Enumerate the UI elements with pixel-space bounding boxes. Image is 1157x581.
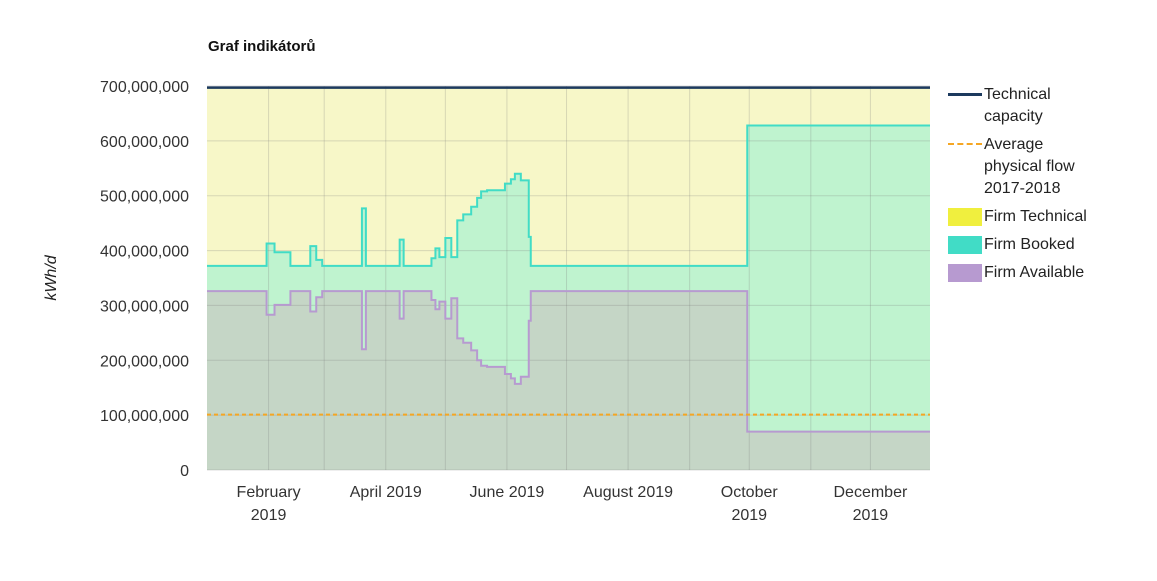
legend-item[interactable]: Firm Booked (948, 234, 1148, 256)
y-tick-label: 300,000,000 (100, 298, 189, 315)
legend-swatch-mark (948, 208, 982, 226)
y-tick-label: 200,000,000 (100, 353, 189, 370)
y-tick-label: 600,000,000 (100, 134, 189, 151)
chart-title: Graf indikátorů (208, 38, 316, 55)
line-firm-available (207, 290, 930, 433)
x-tick-label-year: 2019 (251, 507, 287, 524)
y-axis: 0 100,000,000 200,000,000 300,000,000 400,00… (100, 79, 189, 480)
legend-item[interactable]: Firm Available (948, 262, 1148, 284)
x-tick-label: October (721, 484, 779, 501)
legend: Technical capacity Average physical flow … (948, 84, 1148, 290)
x-tick-label: December (834, 484, 908, 501)
y-axis-label: kWh/d (43, 254, 60, 300)
y-tick-label: 0 (180, 463, 189, 480)
legend-swatch-mark (948, 236, 982, 254)
legend-swatch (948, 206, 984, 226)
legend-swatch-mark (948, 264, 982, 282)
line-firm-booked (207, 124, 930, 267)
legend-label: Firm Booked (984, 236, 1075, 253)
legend-label: Average physical flow 2017-2018 (984, 136, 1075, 197)
x-tick-label-year: 2019 (853, 507, 889, 524)
legend-swatch-mark (948, 93, 982, 96)
legend-item[interactable]: Technical capacity (948, 84, 1148, 128)
x-tick-label: April 2019 (350, 484, 422, 501)
series-areas (207, 87, 930, 471)
legend-swatch (948, 262, 984, 282)
legend-label: Technical capacity (984, 86, 1051, 125)
x-tick-label: June 2019 (470, 484, 545, 501)
y-tick-label: 500,000,000 (100, 189, 189, 206)
grid (207, 85, 930, 471)
legend-swatch-mark (948, 143, 982, 145)
legend-item[interactable]: Average physical flow 2017-2018 (948, 134, 1148, 200)
area-firm-available (207, 291, 930, 470)
x-tick-label: February (237, 484, 301, 501)
legend-swatch (948, 134, 984, 154)
y-tick-label: 400,000,000 (100, 244, 189, 261)
legend-label: Firm Available (984, 264, 1085, 281)
x-axis: February 2019 April 2019 June 2019 August 20… (237, 484, 908, 524)
y-tick-label: 700,000,000 (100, 79, 189, 96)
x-tick-label-year: 2019 (731, 507, 767, 524)
legend-item[interactable]: Firm Technical (948, 206, 1148, 228)
legend-swatch (948, 84, 984, 104)
legend-label: Firm Technical (984, 208, 1087, 225)
series-lines (207, 86, 930, 433)
y-tick-label: 100,000,000 (100, 408, 189, 425)
legend-swatch (948, 234, 984, 254)
x-tick-label: August 2019 (583, 484, 673, 501)
